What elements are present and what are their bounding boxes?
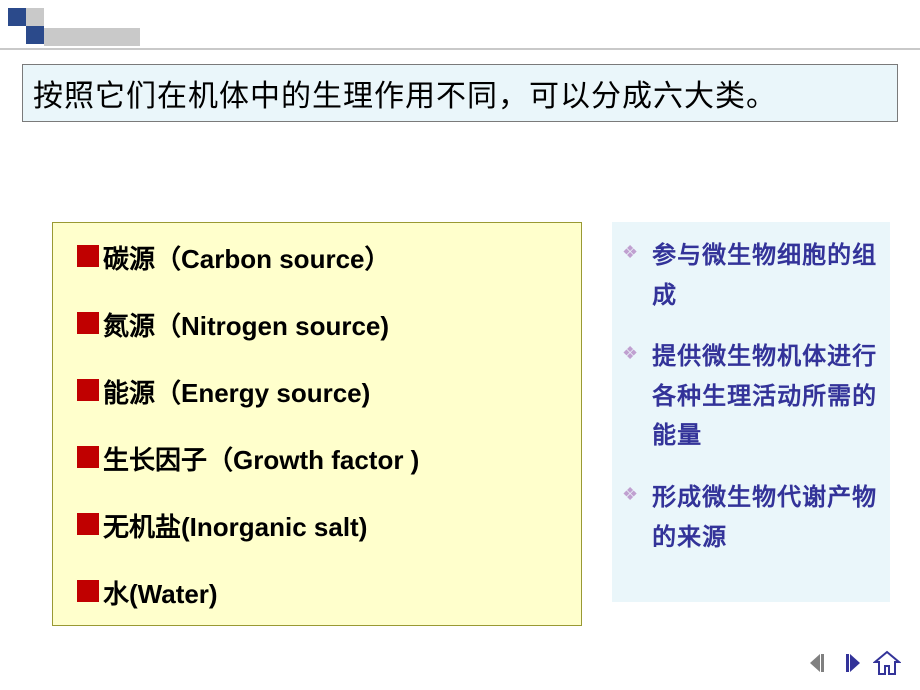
nav-buttons <box>804 648 902 678</box>
item-label: 碳源（Carbon source） <box>103 239 391 276</box>
bullet-icon <box>77 379 99 401</box>
list-item: 水(Water) <box>77 574 557 611</box>
bullet-icon <box>77 580 99 602</box>
list-item: 氮源（Nitrogen source) <box>77 306 557 343</box>
list-item: ❖ 参与微生物细胞的组成 <box>622 236 880 315</box>
title-box: 按照它们在机体中的生理作用不同，可以分成六大类。 <box>22 64 898 122</box>
list-item: 生长因子（Growth factor ) <box>77 440 557 477</box>
bullet-icon <box>77 513 99 535</box>
bullet-icon <box>77 245 99 267</box>
item-label: 能源（Energy source) <box>103 373 370 410</box>
diamond-icon: ❖ <box>622 484 638 505</box>
next-button[interactable] <box>838 648 868 678</box>
list-item: 能源（Energy source) <box>77 373 557 410</box>
item-text: 形成微生物代谢产物的来源 <box>652 478 880 557</box>
prev-button[interactable] <box>804 648 834 678</box>
item-text: 提供微生物机体进行各种生理活动所需的能量 <box>652 337 880 456</box>
nutrient-types-box: 碳源（Carbon source） 氮源（Nitrogen source) 能源… <box>52 222 582 626</box>
diamond-icon: ❖ <box>622 343 638 364</box>
item-text: 参与微生物细胞的组成 <box>652 236 880 315</box>
bullet-icon <box>77 312 99 334</box>
item-label: 生长因子（Growth factor ) <box>103 440 419 477</box>
bullet-icon <box>77 446 99 468</box>
list-item: 无机盐(Inorganic salt) <box>77 507 557 544</box>
home-button[interactable] <box>872 648 902 678</box>
functions-box: ❖ 参与微生物细胞的组成 ❖ 提供微生物机体进行各种生理活动所需的能量 ❖ 形成… <box>612 222 890 602</box>
item-label: 无机盐(Inorganic salt) <box>103 507 367 544</box>
list-item: ❖ 形成微生物代谢产物的来源 <box>622 478 880 557</box>
diamond-icon: ❖ <box>622 242 638 263</box>
item-label: 水(Water) <box>103 574 218 611</box>
list-item: 碳源（Carbon source） <box>77 239 557 276</box>
item-label: 氮源（Nitrogen source) <box>103 306 389 343</box>
list-item: ❖ 提供微生物机体进行各种生理活动所需的能量 <box>622 337 880 456</box>
title-text: 按照它们在机体中的生理作用不同，可以分成六大类。 <box>33 80 777 113</box>
divider-line <box>0 48 920 50</box>
